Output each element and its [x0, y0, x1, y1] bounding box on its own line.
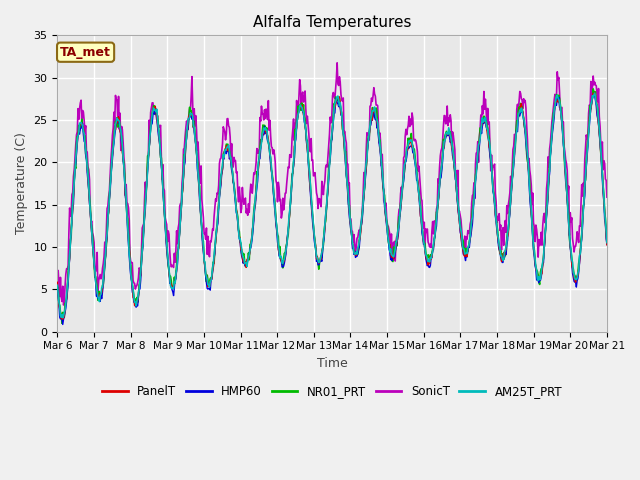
Title: Alfalfa Temperatures: Alfalfa Temperatures: [253, 15, 412, 30]
Legend: PanelT, HMP60, NR01_PRT, SonicT, AM25T_PRT: PanelT, HMP60, NR01_PRT, SonicT, AM25T_P…: [97, 380, 567, 403]
Text: TA_met: TA_met: [60, 46, 111, 59]
X-axis label: Time: Time: [317, 357, 348, 370]
Y-axis label: Temperature (C): Temperature (C): [15, 132, 28, 234]
